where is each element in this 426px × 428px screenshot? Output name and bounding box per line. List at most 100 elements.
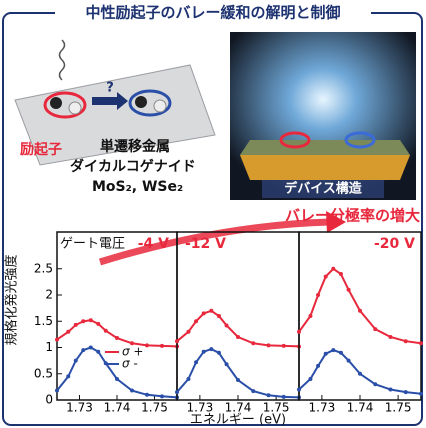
y-tick-label: 2 [45, 288, 53, 302]
data-point [316, 293, 320, 297]
data-point [251, 341, 255, 345]
series-line [57, 348, 177, 398]
data-point [308, 314, 312, 318]
data-point [267, 343, 271, 347]
exciton-label: 励起子 [20, 141, 62, 158]
x-tick-label: 1.75 [263, 401, 290, 415]
data-point [175, 339, 179, 343]
data-point [104, 329, 108, 333]
y-axis-label: 規格化発光強度 [4, 254, 20, 345]
data-point [331, 267, 335, 271]
data-point [267, 393, 271, 397]
data-point [145, 393, 149, 397]
gate-voltage: -20 V [374, 236, 415, 252]
data-point [316, 364, 320, 368]
x-tick-label: 1.74 [347, 401, 374, 415]
data-point [373, 382, 377, 386]
x-tick-label: 1.75 [385, 401, 412, 415]
data-point [145, 343, 149, 347]
data-point [251, 389, 255, 393]
data-point [282, 344, 286, 348]
x-tick-label: 1.73 [66, 401, 93, 415]
data-point [339, 351, 343, 355]
gate-voltage: -4 V [138, 236, 169, 252]
series-line [177, 349, 299, 397]
data-point [115, 336, 119, 340]
data-point [74, 359, 78, 363]
data-point [66, 374, 70, 378]
data-point [339, 272, 343, 276]
material-label: 単遷移金属 [100, 138, 170, 155]
data-point [308, 377, 312, 381]
title: 中性励起子のバレー緩和の解明と制御 [85, 4, 340, 22]
x-tick-label: 1.74 [225, 401, 252, 415]
data-point [225, 323, 229, 327]
figure: 中性励起子のバレー緩和の解明と制御 ? 励起子 単遷移金属 ダイカルコゲナイド … [0, 0, 426, 428]
data-point [66, 330, 70, 334]
data-point [55, 338, 59, 342]
data-point [419, 341, 423, 345]
data-point [160, 344, 164, 348]
data-point [160, 394, 164, 398]
data-point [194, 319, 198, 323]
plot-frame [177, 232, 299, 400]
data-point [202, 350, 206, 354]
y-tick-label: 2.5 [34, 261, 53, 275]
x-tick-label: 1.75 [141, 401, 168, 415]
device-image [230, 32, 416, 200]
y-tick-label: 0 [45, 393, 53, 407]
data-point [186, 377, 190, 381]
data-point [389, 335, 393, 339]
y-tick-label: 0.5 [34, 366, 53, 380]
data-point [202, 311, 206, 315]
x-tick-label: 1.74 [104, 401, 131, 415]
data-point [331, 348, 335, 352]
data-point [96, 322, 100, 326]
legend-label: σ - [122, 357, 138, 371]
data-point [389, 388, 393, 392]
data-point [209, 309, 213, 313]
data-point [404, 339, 408, 343]
data-point [225, 362, 229, 366]
data-point [81, 319, 85, 323]
series-line [177, 311, 299, 347]
material-label: ダイカルコゲナイド [70, 158, 196, 175]
data-point [74, 323, 78, 327]
series-line [299, 269, 421, 344]
data-point [89, 346, 93, 350]
x-tick-label: 1.73 [187, 401, 214, 415]
y-tick-label: 1.5 [34, 314, 53, 328]
data-point [186, 330, 190, 334]
data-point [347, 359, 351, 363]
device-label: デバイス構造 [284, 181, 363, 197]
material-label: MoS₂, WSe₂ [92, 179, 183, 195]
data-point [236, 378, 240, 382]
data-point [297, 330, 301, 334]
data-point [194, 360, 198, 364]
data-point [217, 314, 221, 318]
data-point [115, 377, 119, 381]
data-point [81, 348, 85, 352]
x-tick-label: 1.73 [309, 401, 336, 415]
data-point [130, 389, 134, 393]
data-point [347, 288, 351, 292]
data-point [324, 275, 328, 279]
data-point [282, 395, 286, 399]
data-point [217, 351, 221, 355]
x-axis-label: エネルギー (eV) [190, 413, 286, 428]
data-point [404, 390, 408, 394]
data-point [324, 352, 328, 356]
data-point [89, 318, 93, 322]
gate-label: ゲート電圧 [60, 237, 125, 252]
data-point [236, 335, 240, 339]
data-point [373, 327, 377, 331]
y-tick-label: 1 [45, 340, 53, 354]
question-mark: ? [106, 81, 114, 96]
data-point [96, 350, 100, 354]
data-point [55, 389, 59, 393]
data-point [209, 347, 213, 351]
data-point [419, 392, 423, 396]
data-point [358, 309, 362, 313]
data-point [358, 372, 362, 376]
